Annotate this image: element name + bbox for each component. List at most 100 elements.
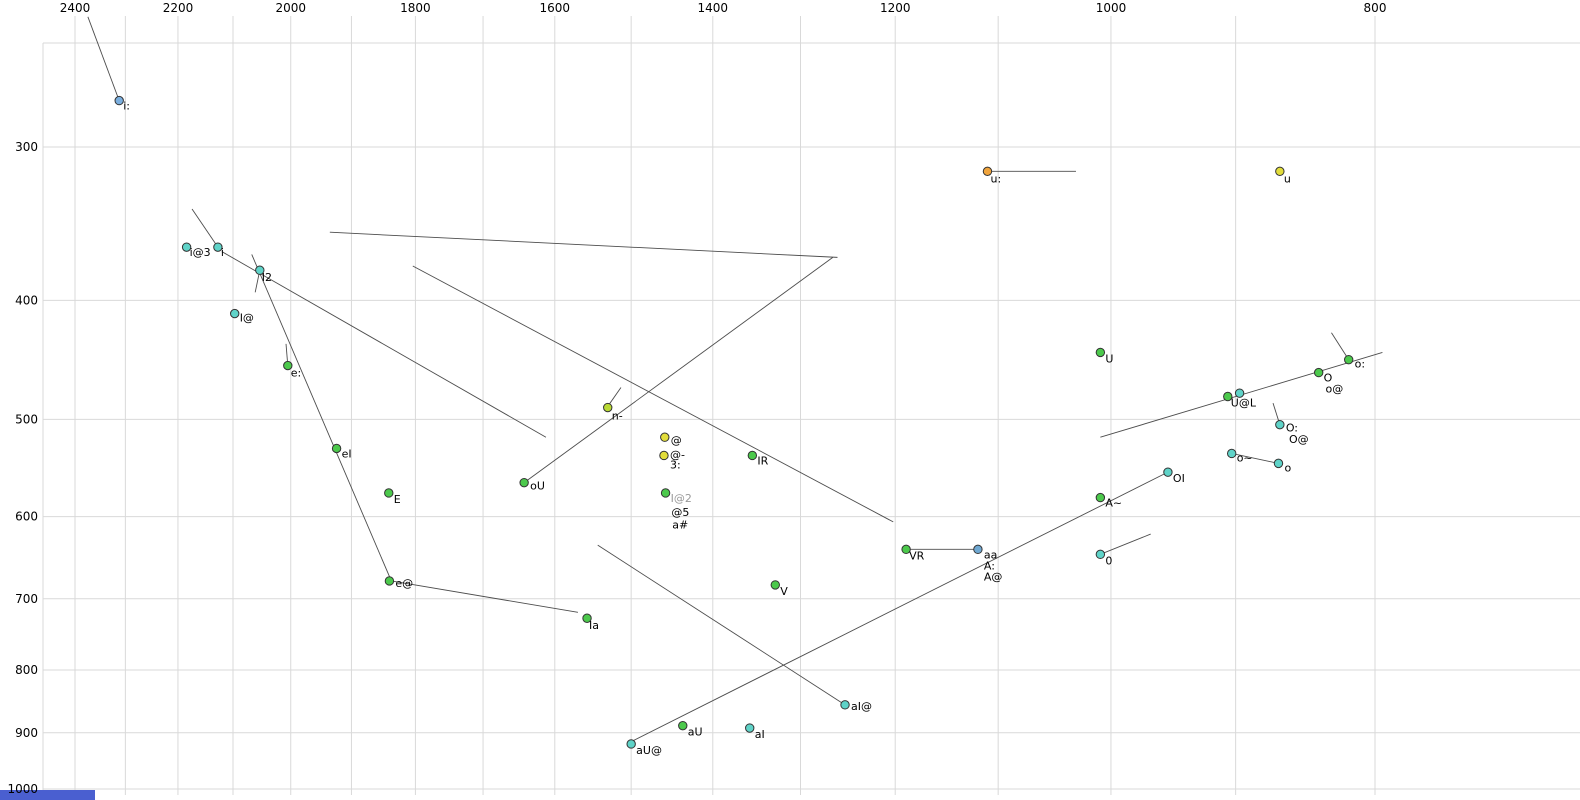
vowel-label: OI [1173,472,1185,485]
vowel-label: @ [671,434,682,447]
vowel-point-e [384,576,395,586]
trajectory-line [630,471,1169,743]
vowel-label: U [1105,352,1113,365]
vowel-label: aU@ [636,744,662,757]
vowel-point-aU [626,739,636,749]
vowel-point-V [770,580,780,590]
y-axis-tick-label: 300 [15,140,38,154]
vowel-point-I2 [660,488,671,498]
vowel-point-A [1095,492,1106,503]
vowel-label: V [780,585,788,598]
vowel-point-I2 [255,265,265,275]
vowel-label: VR [909,549,925,562]
vowel-label: 3: [670,458,681,471]
vowel-label: A: [984,559,995,572]
vowel-label: u [1284,172,1291,185]
vowel-point-o [1226,448,1237,459]
vowel-point-aa [973,544,983,555]
y-axis-tick-label: 700 [15,592,38,606]
vowel-point [1234,388,1245,398]
trajectory-line [1100,533,1151,555]
vowel-label: @5 [671,506,689,519]
vowel-point-O [1275,419,1285,430]
vowel-point-i [213,242,223,252]
vowel-point-aI [840,700,850,710]
x-axis-tick-label: 1000 [1096,1,1127,15]
y-axis-tick-label: 400 [15,293,38,307]
vowel-label: Ia [589,619,599,632]
vowel-label: o~ [1237,451,1253,464]
vowel-point-I [230,308,240,319]
vowel-label: oU [530,480,545,493]
y-axis-tick-label: 1000 [7,782,38,796]
trajectory-line [391,580,579,613]
vowel-point-VR [901,544,911,555]
x-axis-tick-label: 1400 [698,1,729,15]
vowel-label: I2 [262,271,272,284]
vowel-point-O [1313,367,1324,378]
vowel-point-E [384,488,394,498]
trajectory-line [523,257,834,484]
trajectory-line [412,265,894,523]
bottom-left-bar [0,790,95,800]
vowel-point-aI [745,723,755,733]
vowel-label: O: [1286,422,1298,435]
vowel-point-Ia [582,613,592,623]
vowel-label: O [1324,372,1333,385]
vowel-point-u [1275,166,1285,177]
trajectory-line [191,208,219,248]
vowel-point-aU [678,720,688,731]
vowel-label: o: [1355,358,1365,371]
vowel-label: A~ [1105,497,1122,510]
vowel-point- [660,432,670,442]
vowel-label: I@ [240,312,254,325]
vowel-point-eI [331,443,342,454]
vowel-label: E [394,493,401,506]
vowel-point-e [283,360,293,371]
vowel-point-i3 [181,242,192,252]
vowel-label: aa [984,548,997,561]
x-axis-tick-label: 1200 [880,1,911,15]
vowel-label: i [221,246,224,259]
vowel-label: @- [670,448,685,461]
vowel-point-o [1273,458,1284,469]
y-axis-tick-label: 800 [15,663,38,677]
vowel-label: U@L [1231,397,1257,410]
trajectory-line [597,544,846,706]
vowel-point-o [1343,354,1354,365]
trajectory-line [221,251,547,438]
vowel-point-OI [1163,467,1173,477]
trajectory-line [251,254,392,582]
vowel-label: i: [123,100,130,113]
vowel-label: A@ [984,570,1003,583]
y-axis-tick-label: 600 [15,510,38,524]
vowel-label: O@ [1289,433,1309,446]
trajectory-line [1231,453,1279,464]
vowel-label: IR [757,454,768,467]
trajectory-line [329,231,838,258]
x-axis-tick-label: 2400 [60,1,91,15]
y-axis-tick-label: 500 [15,412,38,426]
x-axis-tick-label: 1800 [400,1,431,15]
vowel-label: a# [672,519,688,532]
x-axis-tick-label: 2000 [275,1,306,15]
trajectory-line [1331,332,1350,360]
vowel-label: o [1284,461,1291,474]
vowel-label: aI [755,728,765,741]
y-axis-tick-label: 900 [15,726,38,740]
vowel-label: u: [990,172,1001,185]
vowel-point-UL [1223,391,1233,402]
trajectory-line [607,387,622,407]
vowel-point-oU [519,477,529,488]
x-axis-tick-label: 2200 [163,1,194,15]
vowel-label: i@3 [190,246,211,259]
vowel-point-IR [747,450,758,461]
vowel-point-0 [1095,549,1106,560]
x-axis-tick-label: 1600 [540,1,571,15]
vowel-point-u [982,166,993,177]
vowel-point-3 [659,450,669,461]
vowel-label: e: [291,367,301,380]
vowel-label: I@2 [671,492,692,505]
